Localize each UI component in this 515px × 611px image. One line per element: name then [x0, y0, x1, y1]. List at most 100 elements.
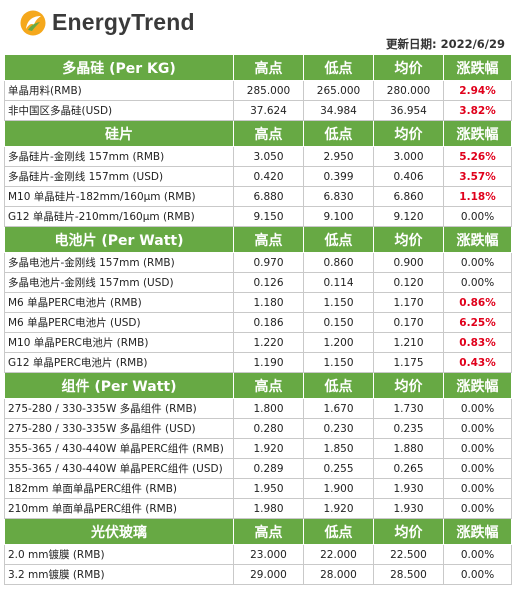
product-name-cell: G12 单晶PERC电池片 (RMB) — [4, 352, 234, 373]
change-cell: 0.00% — [443, 438, 512, 459]
product-name-cell: 多晶电池片-金刚线 157mm (USD) — [4, 272, 234, 293]
low-price-cell: 1.850 — [303, 438, 374, 459]
column-header: 均价 — [373, 120, 444, 147]
column-header: 均价 — [373, 518, 444, 545]
high-price-cell: 285.000 — [233, 80, 304, 101]
section-title: 组件 (Per Watt) — [4, 372, 234, 399]
product-name-cell: 2.0 mm镀膜 (RMB) — [4, 544, 234, 565]
avg-price-cell: 3.000 — [373, 146, 444, 167]
change-cell: 0.00% — [443, 252, 512, 273]
high-price-cell: 9.150 — [233, 206, 304, 227]
avg-price-cell: 0.120 — [373, 272, 444, 293]
avg-price-cell: 0.265 — [373, 458, 444, 479]
product-name-cell: M10 单晶PERC电池片 (RMB) — [4, 332, 234, 353]
avg-price-cell: 1.730 — [373, 398, 444, 419]
avg-price-cell: 9.120 — [373, 206, 444, 227]
change-cell: 0.83% — [443, 332, 512, 353]
column-header: 低点 — [303, 54, 374, 81]
column-header: 低点 — [303, 372, 374, 399]
change-cell: 0.00% — [443, 544, 512, 565]
change-cell: 0.00% — [443, 418, 512, 439]
table-row: M10 单晶PERC电池片 (RMB) 1.220 1.200 1.210 0.83% — [4, 332, 512, 353]
column-header: 涨跌幅 — [443, 226, 512, 253]
column-header: 高点 — [233, 226, 304, 253]
table-row: 355-365 / 430-440W 单晶PERC组件 (RMB) 1.920 1.… — [4, 438, 512, 459]
table-row: 单晶用料(RMB) 285.000 265.000 280.000 2.94% — [4, 80, 512, 101]
column-header: 高点 — [233, 120, 304, 147]
high-price-cell: 0.186 — [233, 312, 304, 333]
change-cell: 2.94% — [443, 80, 512, 101]
product-name-cell: 单晶用料(RMB) — [4, 80, 234, 101]
low-price-cell: 6.830 — [303, 186, 374, 207]
column-header: 涨跌幅 — [443, 372, 512, 399]
table-row: G12 单晶硅片-210mm/160μm (RMB) 9.150 9.100 9.12… — [4, 206, 512, 227]
high-price-cell: 1.220 — [233, 332, 304, 353]
low-price-cell: 2.950 — [303, 146, 374, 167]
column-header: 均价 — [373, 372, 444, 399]
column-header: 均价 — [373, 226, 444, 253]
product-name-cell: 355-365 / 430-440W 单晶PERC组件 (USD) — [4, 458, 234, 479]
product-name-cell: 275-280 / 330-335W 多晶组件 (RMB) — [4, 398, 234, 419]
table-row: 3.2 mm镀膜 (RMB) 29.000 28.000 28.500 0.00% — [4, 564, 512, 585]
table-row: 275-280 / 330-335W 多晶组件 (USD) 0.280 0.230 0… — [4, 418, 512, 439]
low-price-cell: 0.230 — [303, 418, 374, 439]
low-price-cell: 0.399 — [303, 166, 374, 187]
energytrend-logo-icon — [20, 10, 46, 35]
low-price-cell: 34.984 — [303, 100, 374, 121]
product-name-cell: 182mm 单面单晶PERC组件 (RMB) — [4, 478, 234, 499]
section-title: 硅片 — [4, 120, 234, 147]
table-row: 210mm 单面单晶PERC组件 (RMB) 1.980 1.920 1.930 0.0… — [4, 498, 512, 519]
high-price-cell: 0.126 — [233, 272, 304, 293]
column-header: 低点 — [303, 226, 374, 253]
avg-price-cell: 280.000 — [373, 80, 444, 101]
high-price-cell: 0.280 — [233, 418, 304, 439]
high-price-cell: 29.000 — [233, 564, 304, 585]
low-price-cell: 1.150 — [303, 292, 374, 313]
column-header: 低点 — [303, 120, 374, 147]
low-price-cell: 0.114 — [303, 272, 374, 293]
avg-price-cell: 6.860 — [373, 186, 444, 207]
change-cell: 0.43% — [443, 352, 512, 373]
section-header-row: 硅片 高点 低点 均价 涨跌幅 — [4, 120, 512, 147]
column-header: 涨跌幅 — [443, 54, 512, 81]
high-price-cell: 1.190 — [233, 352, 304, 373]
high-price-cell: 1.800 — [233, 398, 304, 419]
change-cell: 0.00% — [443, 498, 512, 519]
low-price-cell: 1.920 — [303, 498, 374, 519]
column-header: 涨跌幅 — [443, 518, 512, 545]
low-price-cell: 22.000 — [303, 544, 374, 565]
avg-price-cell: 1.175 — [373, 352, 444, 373]
high-price-cell: 0.970 — [233, 252, 304, 273]
table-row: M6 单晶PERC电池片 (USD) 0.186 0.150 0.170 6.25% — [4, 312, 512, 333]
change-cell: 0.00% — [443, 272, 512, 293]
change-cell: 0.00% — [443, 206, 512, 227]
change-cell: 0.00% — [443, 398, 512, 419]
update-date-value: 2022/6/29 — [440, 37, 505, 51]
section-header-row: 电池片 (Per Watt) 高点 低点 均价 涨跌幅 — [4, 226, 512, 253]
avg-price-cell: 0.406 — [373, 166, 444, 187]
section-header-row: 组件 (Per Watt) 高点 低点 均价 涨跌幅 — [4, 372, 512, 399]
section-header-row: 光伏玻璃 高点 低点 均价 涨跌幅 — [4, 518, 512, 545]
avg-price-cell: 36.954 — [373, 100, 444, 121]
change-cell: 1.18% — [443, 186, 512, 207]
avg-price-cell: 1.930 — [373, 478, 444, 499]
product-name-cell: M10 单晶硅片-182mm/160μm (RMB) — [4, 186, 234, 207]
page-header: EnergyTrend 更新日期: 2022/6/29 — [0, 0, 515, 52]
high-price-cell: 6.880 — [233, 186, 304, 207]
product-name-cell: G12 单晶硅片-210mm/160μm (RMB) — [4, 206, 234, 227]
low-price-cell: 28.000 — [303, 564, 374, 585]
change-cell: 0.00% — [443, 458, 512, 479]
table-row: 多晶硅片-金刚线 157mm (USD) 0.420 0.399 0.406 3.57% — [4, 166, 512, 187]
price-table: 多晶硅 (Per KG) 高点 低点 均价 涨跌幅 单晶用料(RMB) 285.000 265… — [4, 54, 512, 585]
table-row: M10 单晶硅片-182mm/160μm (RMB) 6.880 6.830 6.86… — [4, 186, 512, 207]
avg-price-cell: 1.880 — [373, 438, 444, 459]
product-name-cell: 3.2 mm镀膜 (RMB) — [4, 564, 234, 585]
low-price-cell: 0.150 — [303, 312, 374, 333]
high-price-cell: 0.420 — [233, 166, 304, 187]
section-header-row: 多晶硅 (Per KG) 高点 低点 均价 涨跌幅 — [4, 54, 512, 81]
column-header: 均价 — [373, 54, 444, 81]
product-name-cell: M6 单晶PERC电池片 (RMB) — [4, 292, 234, 313]
low-price-cell: 265.000 — [303, 80, 374, 101]
product-name-cell: 210mm 单面单晶PERC组件 (RMB) — [4, 498, 234, 519]
change-cell: 3.57% — [443, 166, 512, 187]
